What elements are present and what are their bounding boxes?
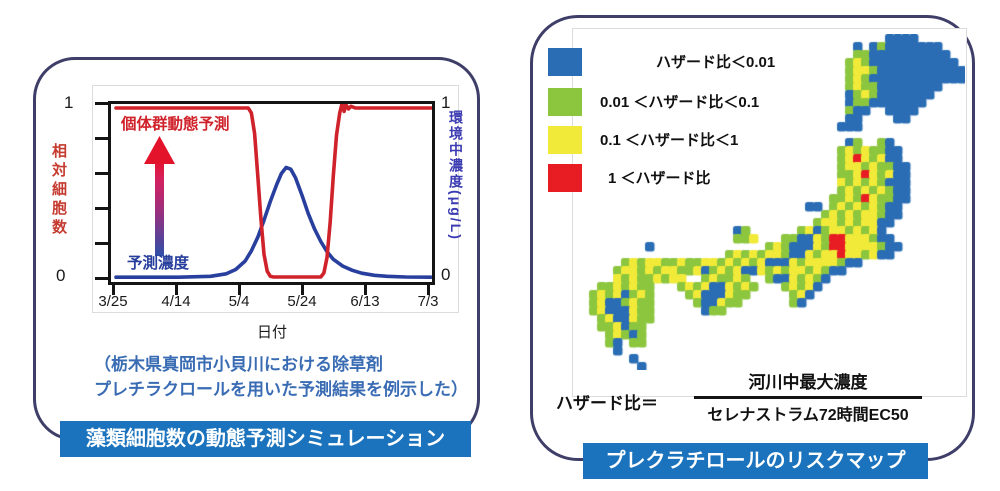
red-series-label: 個体群動態予測 xyxy=(121,116,230,133)
x-axis-tick-label: 5/24 xyxy=(287,293,317,310)
x-axis-tick-label: 5/4 xyxy=(228,293,250,310)
right-axis-min-label: 0 xyxy=(441,265,451,284)
legend-swatch xyxy=(548,88,582,116)
hazard-ratio-formula-prefix: ハザード比＝ xyxy=(556,394,658,413)
left-axis-tick xyxy=(95,276,109,280)
hazard-ratio-fraction: 河川中最大濃度 セレナストラム72時間EC50 xyxy=(694,368,922,425)
fraction-numerator: 河川中最大濃度 xyxy=(748,373,868,392)
legend-swatch xyxy=(548,48,582,76)
gradient-up-arrow xyxy=(144,136,175,256)
left-axis-tick xyxy=(95,101,109,105)
legend-swatch xyxy=(548,126,582,154)
chart-caption-line1: （栃木県真岡市小貝川における除草剤 xyxy=(94,355,383,374)
left-axis-tick xyxy=(95,206,109,210)
right-title-badge: プレクラチロールのリスクマップ xyxy=(583,443,928,479)
x-axis-tick-label: 4/14 xyxy=(161,293,191,310)
left-title-badge: 藻類細胞数の動態予測シミュレーション xyxy=(60,421,471,457)
chart-plot-area xyxy=(108,101,435,285)
x-axis-tick xyxy=(363,282,367,295)
x-axis-tick xyxy=(300,282,304,295)
left-axis-min-label: 0 xyxy=(56,266,66,285)
blue-series-label: 予測濃度 xyxy=(127,255,190,272)
x-axis-tick xyxy=(237,282,241,295)
right-axis-title: 環境中濃度(μg/L) xyxy=(448,110,464,241)
left-axis-tick xyxy=(95,241,109,245)
x-axis-title: 日付 xyxy=(256,324,287,341)
left-axis-tick xyxy=(95,171,109,175)
series-個体群動態予測 xyxy=(114,101,433,279)
x-axis-tick-label: 6/13 xyxy=(350,293,380,310)
x-axis-tick-label: 3/25 xyxy=(98,293,128,310)
fraction-bar xyxy=(694,396,922,399)
x-axis-tick xyxy=(174,282,178,295)
legend-swatch xyxy=(548,164,582,192)
left-axis-title: 相対細胞数 xyxy=(50,143,67,238)
x-axis-tick xyxy=(111,282,115,295)
left-axis-tick xyxy=(95,136,109,140)
chart-series-svg xyxy=(114,101,433,279)
fraction-denominator: セレナストラム72時間EC50 xyxy=(707,407,909,424)
left-axis-max-label: 1 xyxy=(64,93,74,112)
right-axis-max-label: 1 xyxy=(441,93,451,112)
series-予測濃度 xyxy=(114,165,433,279)
x-axis-tick xyxy=(426,282,430,295)
japan-risk-map xyxy=(581,34,965,370)
x-axis-tick-label: 7/3 xyxy=(417,293,439,310)
chart-caption-line2: プレチラクロールを用いた予測結果を例示した） xyxy=(94,380,468,399)
